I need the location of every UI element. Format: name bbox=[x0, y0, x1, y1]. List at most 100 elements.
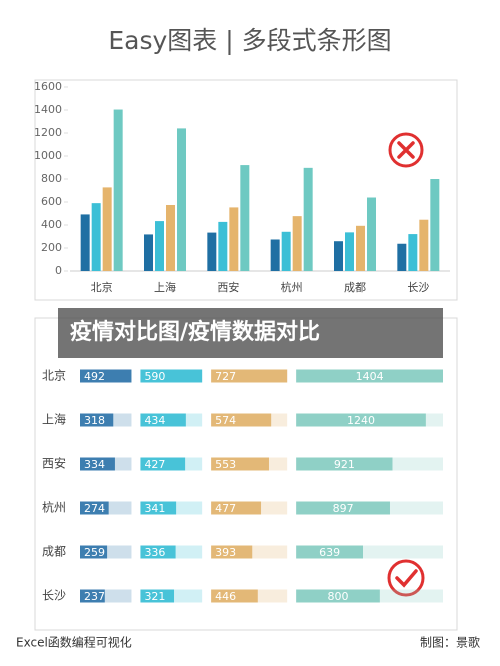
bar bbox=[345, 232, 354, 271]
bar bbox=[80, 214, 90, 271]
value-label: 427 bbox=[144, 458, 165, 471]
bar bbox=[408, 234, 418, 271]
bar bbox=[91, 203, 101, 271]
y-tick-label: 0 bbox=[55, 264, 62, 277]
value-label: 800 bbox=[328, 590, 349, 603]
bar bbox=[140, 457, 186, 471]
y-tick-label: 长沙 bbox=[42, 589, 66, 603]
column-chart: 0 200 400 600 800 1000 1200 1400 1600 北京 上海 西安 杭州 成都 长… bbox=[34, 80, 450, 294]
x-tick-label: 杭州 bbox=[281, 280, 303, 294]
chart-frame bbox=[34, 79, 458, 301]
y-tick-label: 1600 bbox=[34, 80, 62, 93]
footer-right: 制图：景歌 bbox=[420, 635, 480, 650]
x-tick-label: 长沙 bbox=[407, 281, 429, 294]
bar bbox=[207, 232, 217, 271]
bar bbox=[356, 225, 365, 271]
bar bbox=[419, 219, 429, 271]
bar bbox=[211, 545, 253, 559]
footer-left: Excel函数编程可视化 bbox=[16, 635, 132, 650]
x-tick-label: 北京 bbox=[91, 280, 113, 294]
bar bbox=[102, 187, 112, 271]
bar bbox=[303, 167, 313, 271]
bar bbox=[397, 243, 407, 271]
value-label: 590 bbox=[144, 370, 165, 383]
value-label: 1404 bbox=[356, 370, 384, 383]
bar bbox=[140, 545, 176, 559]
y-tick-label: 1000 bbox=[34, 149, 62, 162]
value-label: 1240 bbox=[347, 414, 375, 427]
value-label: 477 bbox=[215, 502, 236, 515]
bar bbox=[80, 457, 115, 471]
bar bbox=[80, 369, 132, 383]
bar bbox=[296, 413, 426, 427]
page-title: Easy图表 | 多段式条形图 bbox=[108, 26, 391, 55]
value-label: 574 bbox=[215, 414, 236, 427]
bar bbox=[240, 165, 250, 271]
bar bbox=[140, 589, 175, 603]
value-label: 434 bbox=[144, 414, 165, 427]
overlay-banner bbox=[58, 308, 443, 358]
y-tick-label: 上海 bbox=[42, 412, 66, 427]
bar bbox=[281, 231, 291, 271]
value-label: 341 bbox=[144, 502, 165, 515]
y-tick-label: 800 bbox=[41, 172, 62, 185]
bar bbox=[270, 239, 280, 271]
bar bbox=[296, 369, 443, 383]
bar bbox=[80, 413, 114, 427]
check-icon bbox=[387, 559, 425, 597]
bar bbox=[296, 501, 390, 515]
y-tick-label: 1400 bbox=[34, 103, 62, 116]
bar bbox=[296, 457, 393, 471]
bar bbox=[296, 545, 363, 559]
value-label: 727 bbox=[215, 370, 236, 383]
bar bbox=[334, 241, 343, 271]
value-label: 237 bbox=[84, 590, 105, 603]
value-label: 553 bbox=[215, 458, 236, 471]
x-tick-label: 西安 bbox=[217, 280, 239, 294]
y-tick-label: 西安 bbox=[42, 456, 66, 471]
y-tick-label: 北京 bbox=[42, 369, 66, 383]
x-tick-label: 上海 bbox=[154, 280, 176, 294]
bar bbox=[80, 545, 108, 559]
value-label: 259 bbox=[84, 546, 105, 559]
value-label: 334 bbox=[84, 458, 105, 471]
y-tick-label: 600 bbox=[41, 195, 62, 208]
value-label: 336 bbox=[144, 546, 165, 559]
bar bbox=[211, 413, 272, 427]
bar bbox=[211, 369, 288, 383]
bar bbox=[211, 589, 258, 603]
value-label: 897 bbox=[333, 502, 354, 515]
y-tick-label: 杭州 bbox=[42, 500, 66, 515]
bar bbox=[140, 501, 177, 515]
cross-icon bbox=[388, 132, 424, 168]
value-label: 393 bbox=[215, 546, 236, 559]
y-tick-label: 200 bbox=[41, 241, 62, 254]
bar bbox=[177, 128, 186, 271]
bar bbox=[229, 207, 239, 271]
bar bbox=[140, 413, 186, 427]
bar bbox=[144, 234, 153, 271]
bar bbox=[296, 589, 380, 603]
bar bbox=[155, 221, 164, 271]
bar bbox=[367, 197, 376, 271]
value-label: 446 bbox=[215, 590, 236, 603]
y-tick-label: 成都 bbox=[42, 545, 66, 559]
value-label: 321 bbox=[144, 590, 165, 603]
bar bbox=[80, 589, 105, 603]
x-tick-label: 成都 bbox=[344, 281, 366, 294]
bar bbox=[113, 109, 123, 271]
bar bbox=[211, 457, 269, 471]
bar bbox=[218, 221, 228, 271]
y-tick-label: 1200 bbox=[34, 126, 62, 139]
bar bbox=[140, 369, 203, 383]
value-label: 318 bbox=[84, 414, 105, 427]
value-label: 921 bbox=[334, 458, 355, 471]
bar bbox=[80, 501, 109, 515]
bar bbox=[292, 216, 302, 271]
value-label: 639 bbox=[319, 546, 340, 559]
bar bbox=[166, 204, 175, 271]
bar bbox=[430, 179, 440, 271]
value-label: 492 bbox=[84, 370, 105, 383]
value-label: 274 bbox=[84, 502, 105, 515]
